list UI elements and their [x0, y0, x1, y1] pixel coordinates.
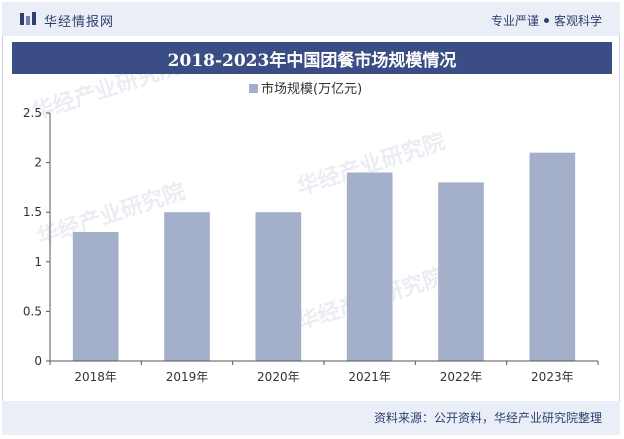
legend: 市场规模(万亿元) — [249, 81, 362, 97]
y-axis: 0 0.5 1 1.5 2 2.5 — [23, 106, 51, 368]
legend-label: 市场规模(万亿元) — [261, 81, 362, 97]
y-tick-label: 0 — [34, 354, 42, 368]
footer-bar: 资料来源：公开资料，华经产业研究院整理 — [2, 401, 620, 435]
x-tick-label: 2022年 — [440, 370, 483, 384]
bar-2023年 — [529, 152, 576, 361]
tagline: 专业严谨 客观科学 — [491, 12, 602, 29]
x-tick-label: 2023年 — [531, 370, 574, 384]
y-tick-label: 2.5 — [23, 106, 42, 120]
x-tick-label: 2019年 — [166, 370, 209, 384]
bullet-dot-icon — [543, 18, 549, 23]
bar-2022年 — [438, 182, 484, 361]
chart-frame — [2, 2, 620, 435]
x-tick-label: 2020年 — [257, 370, 300, 384]
x-tick-label: 2021年 — [348, 370, 391, 384]
source-note: 资料来源：公开资料，华经产业研究院整理 — [373, 411, 602, 425]
chart-title: 2018-2023年中国团餐市场规模情况 — [12, 42, 612, 74]
x-tick-label: 2018年 — [74, 370, 117, 384]
y-tick-label: 1 — [34, 255, 42, 269]
y-tick-label: 1.5 — [23, 205, 42, 219]
legend-swatch — [249, 84, 258, 93]
watermark-text: 华经产业研究院 — [29, 53, 184, 125]
tagline-right: 客观科学 — [553, 14, 602, 28]
brand-logo-icon — [20, 11, 38, 30]
x-axis: 2018年 2019年 2020年 2021年 2022年 2023年 — [49, 360, 599, 384]
bar-2018年 — [72, 232, 119, 361]
bars — [72, 152, 576, 361]
y-tick-label: 2 — [34, 156, 42, 170]
y-tick-label: 0.5 — [23, 304, 42, 318]
brand-name: 华经情报网 — [44, 14, 115, 30]
brand: 华经情报网 — [20, 11, 115, 30]
bar-2020年 — [255, 212, 302, 361]
tagline-left: 专业严谨 — [490, 14, 539, 28]
header-bar: 华经情报网 专业严谨 客观科学 — [2, 2, 620, 36]
bar-2019年 — [164, 212, 210, 361]
bar-2021年 — [346, 172, 393, 361]
